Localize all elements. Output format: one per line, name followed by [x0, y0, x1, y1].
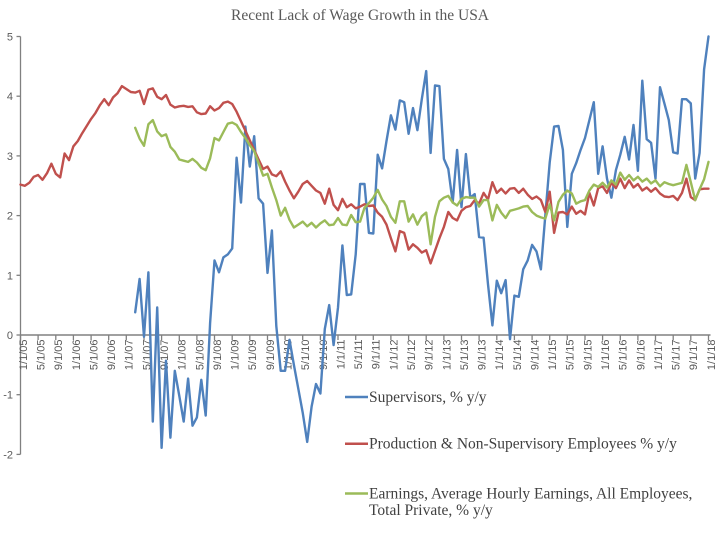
svg-text:1/1/16: 1/1/16 — [600, 340, 612, 371]
svg-text:5/1/08: 5/1/08 — [194, 340, 206, 371]
svg-text:9/1/08: 9/1/08 — [212, 340, 224, 371]
svg-text:5/1/05: 5/1/05 — [35, 340, 47, 371]
svg-text:-1: -1 — [3, 390, 13, 402]
svg-text:5/1/12: 5/1/12 — [406, 340, 418, 371]
svg-text:5/1/11: 5/1/11 — [353, 340, 365, 370]
svg-text:9/1/13: 9/1/13 — [476, 340, 488, 371]
svg-text:0: 0 — [7, 330, 13, 342]
svg-text:9/1/16: 9/1/16 — [635, 340, 647, 371]
svg-text:1/1/17: 1/1/17 — [653, 340, 665, 371]
svg-text:Earnings, Average Hourly Earni: Earnings, Average Hourly Earnings, All E… — [369, 486, 692, 503]
svg-text:5/1/10: 5/1/10 — [300, 340, 312, 371]
svg-text:1/1/07: 1/1/07 — [124, 340, 136, 371]
svg-text:1/1/13: 1/1/13 — [441, 340, 453, 371]
svg-text:9/1/05: 9/1/05 — [53, 340, 65, 371]
svg-text:Production & Non-Supervisory E: Production & Non-Supervisory Employees %… — [369, 436, 677, 453]
svg-text:5/1/09: 5/1/09 — [247, 340, 259, 371]
svg-text:5/1/15: 5/1/15 — [565, 340, 577, 371]
svg-text:1/1/15: 1/1/15 — [547, 340, 559, 371]
svg-text:9/1/17: 9/1/17 — [688, 340, 700, 371]
svg-text:-2: -2 — [3, 449, 13, 461]
svg-text:9/1/14: 9/1/14 — [529, 340, 541, 371]
svg-text:Supervisors, % y/y: Supervisors, % y/y — [369, 389, 487, 406]
svg-text:1: 1 — [7, 270, 13, 282]
svg-text:2: 2 — [7, 211, 13, 223]
svg-text:1/1/12: 1/1/12 — [388, 340, 400, 371]
svg-text:5/1/14: 5/1/14 — [512, 340, 524, 371]
svg-text:5: 5 — [7, 32, 13, 44]
svg-text:5/1/06: 5/1/06 — [88, 340, 100, 371]
svg-text:Recent Lack of Wage Growth in: Recent Lack of Wage Growth in the USA — [231, 7, 490, 24]
svg-text:9/1/06: 9/1/06 — [106, 340, 118, 371]
svg-text:5/1/16: 5/1/16 — [618, 340, 630, 371]
svg-text:1/1/18: 1/1/18 — [706, 340, 718, 371]
svg-text:1/1/09: 1/1/09 — [230, 340, 242, 371]
svg-text:9/1/09: 9/1/09 — [265, 340, 277, 371]
svg-text:3: 3 — [7, 151, 13, 163]
svg-text:5/1/13: 5/1/13 — [459, 340, 471, 371]
svg-text:Total Private, % y/y: Total Private, % y/y — [369, 502, 493, 519]
svg-text:9/1/07: 9/1/07 — [159, 340, 171, 371]
svg-text:4: 4 — [7, 91, 13, 103]
svg-text:9/1/11: 9/1/11 — [371, 340, 383, 370]
svg-text:1/1/06: 1/1/06 — [71, 340, 83, 371]
svg-text:1/1/05: 1/1/05 — [18, 340, 30, 371]
svg-text:9/1/12: 9/1/12 — [424, 340, 436, 371]
svg-text:9/1/15: 9/1/15 — [582, 340, 594, 371]
svg-text:1/1/08: 1/1/08 — [177, 340, 189, 371]
svg-text:1/1/11: 1/1/11 — [335, 340, 347, 370]
svg-text:5/1/17: 5/1/17 — [671, 340, 683, 371]
svg-text:1/1/14: 1/1/14 — [494, 340, 506, 371]
